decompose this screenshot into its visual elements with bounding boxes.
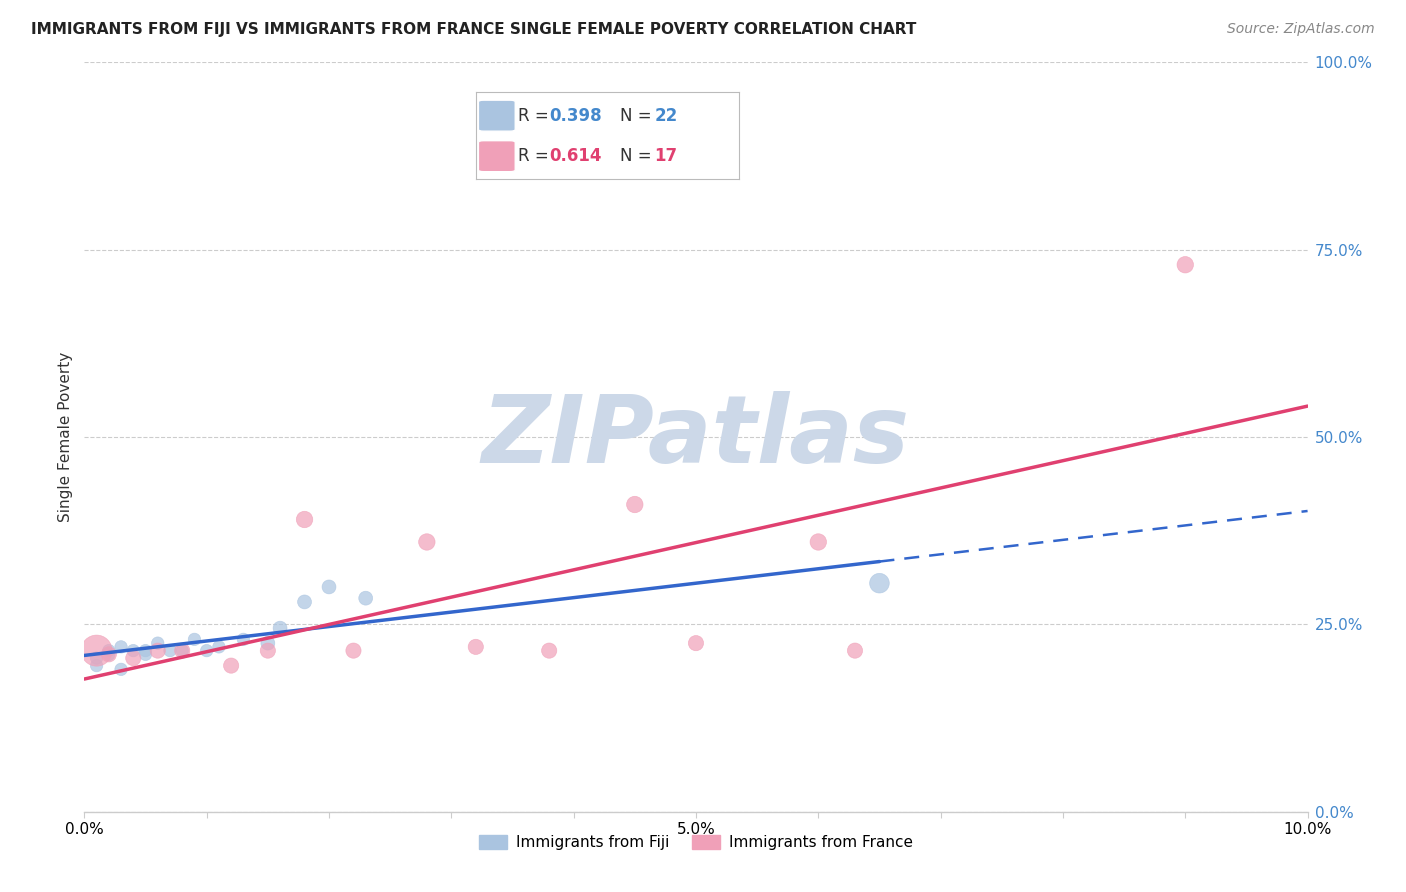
Point — [86, 643, 108, 657]
Point — [685, 636, 707, 650]
Text: IMMIGRANTS FROM FIJI VS IMMIGRANTS FROM FRANCE SINGLE FEMALE POVERTY CORRELATION: IMMIGRANTS FROM FIJI VS IMMIGRANTS FROM … — [31, 22, 917, 37]
Point — [257, 643, 280, 657]
Text: ZIPatlas: ZIPatlas — [482, 391, 910, 483]
Point — [97, 648, 120, 662]
Point — [318, 580, 340, 594]
Point — [86, 658, 108, 673]
Point — [159, 643, 181, 657]
Point — [342, 643, 364, 657]
Point — [269, 621, 291, 635]
Point — [122, 643, 145, 657]
Point — [219, 658, 242, 673]
Point — [624, 498, 647, 512]
Point — [97, 643, 120, 657]
Point — [807, 535, 830, 549]
Point — [294, 595, 316, 609]
Point — [146, 643, 169, 657]
Point — [257, 636, 280, 650]
Point — [232, 632, 254, 647]
Y-axis label: Single Female Poverty: Single Female Poverty — [58, 352, 73, 522]
Point — [294, 512, 316, 526]
Point — [354, 591, 377, 606]
Point — [97, 648, 120, 662]
Point — [146, 636, 169, 650]
Point — [110, 640, 132, 654]
Point — [122, 651, 145, 665]
Point — [416, 535, 439, 549]
Point — [464, 640, 486, 654]
Text: Source: ZipAtlas.com: Source: ZipAtlas.com — [1227, 22, 1375, 37]
Point — [844, 643, 866, 657]
Point — [1174, 258, 1197, 272]
Point — [86, 651, 108, 665]
Point — [183, 632, 205, 647]
Point — [135, 643, 157, 657]
Point — [208, 640, 231, 654]
Point — [135, 648, 157, 662]
Point — [195, 643, 218, 657]
Point — [869, 576, 891, 591]
Point — [538, 643, 561, 657]
Point — [172, 643, 194, 657]
Point — [110, 662, 132, 676]
Point — [172, 643, 194, 657]
Legend: Immigrants from Fiji, Immigrants from France: Immigrants from Fiji, Immigrants from Fr… — [472, 830, 920, 856]
